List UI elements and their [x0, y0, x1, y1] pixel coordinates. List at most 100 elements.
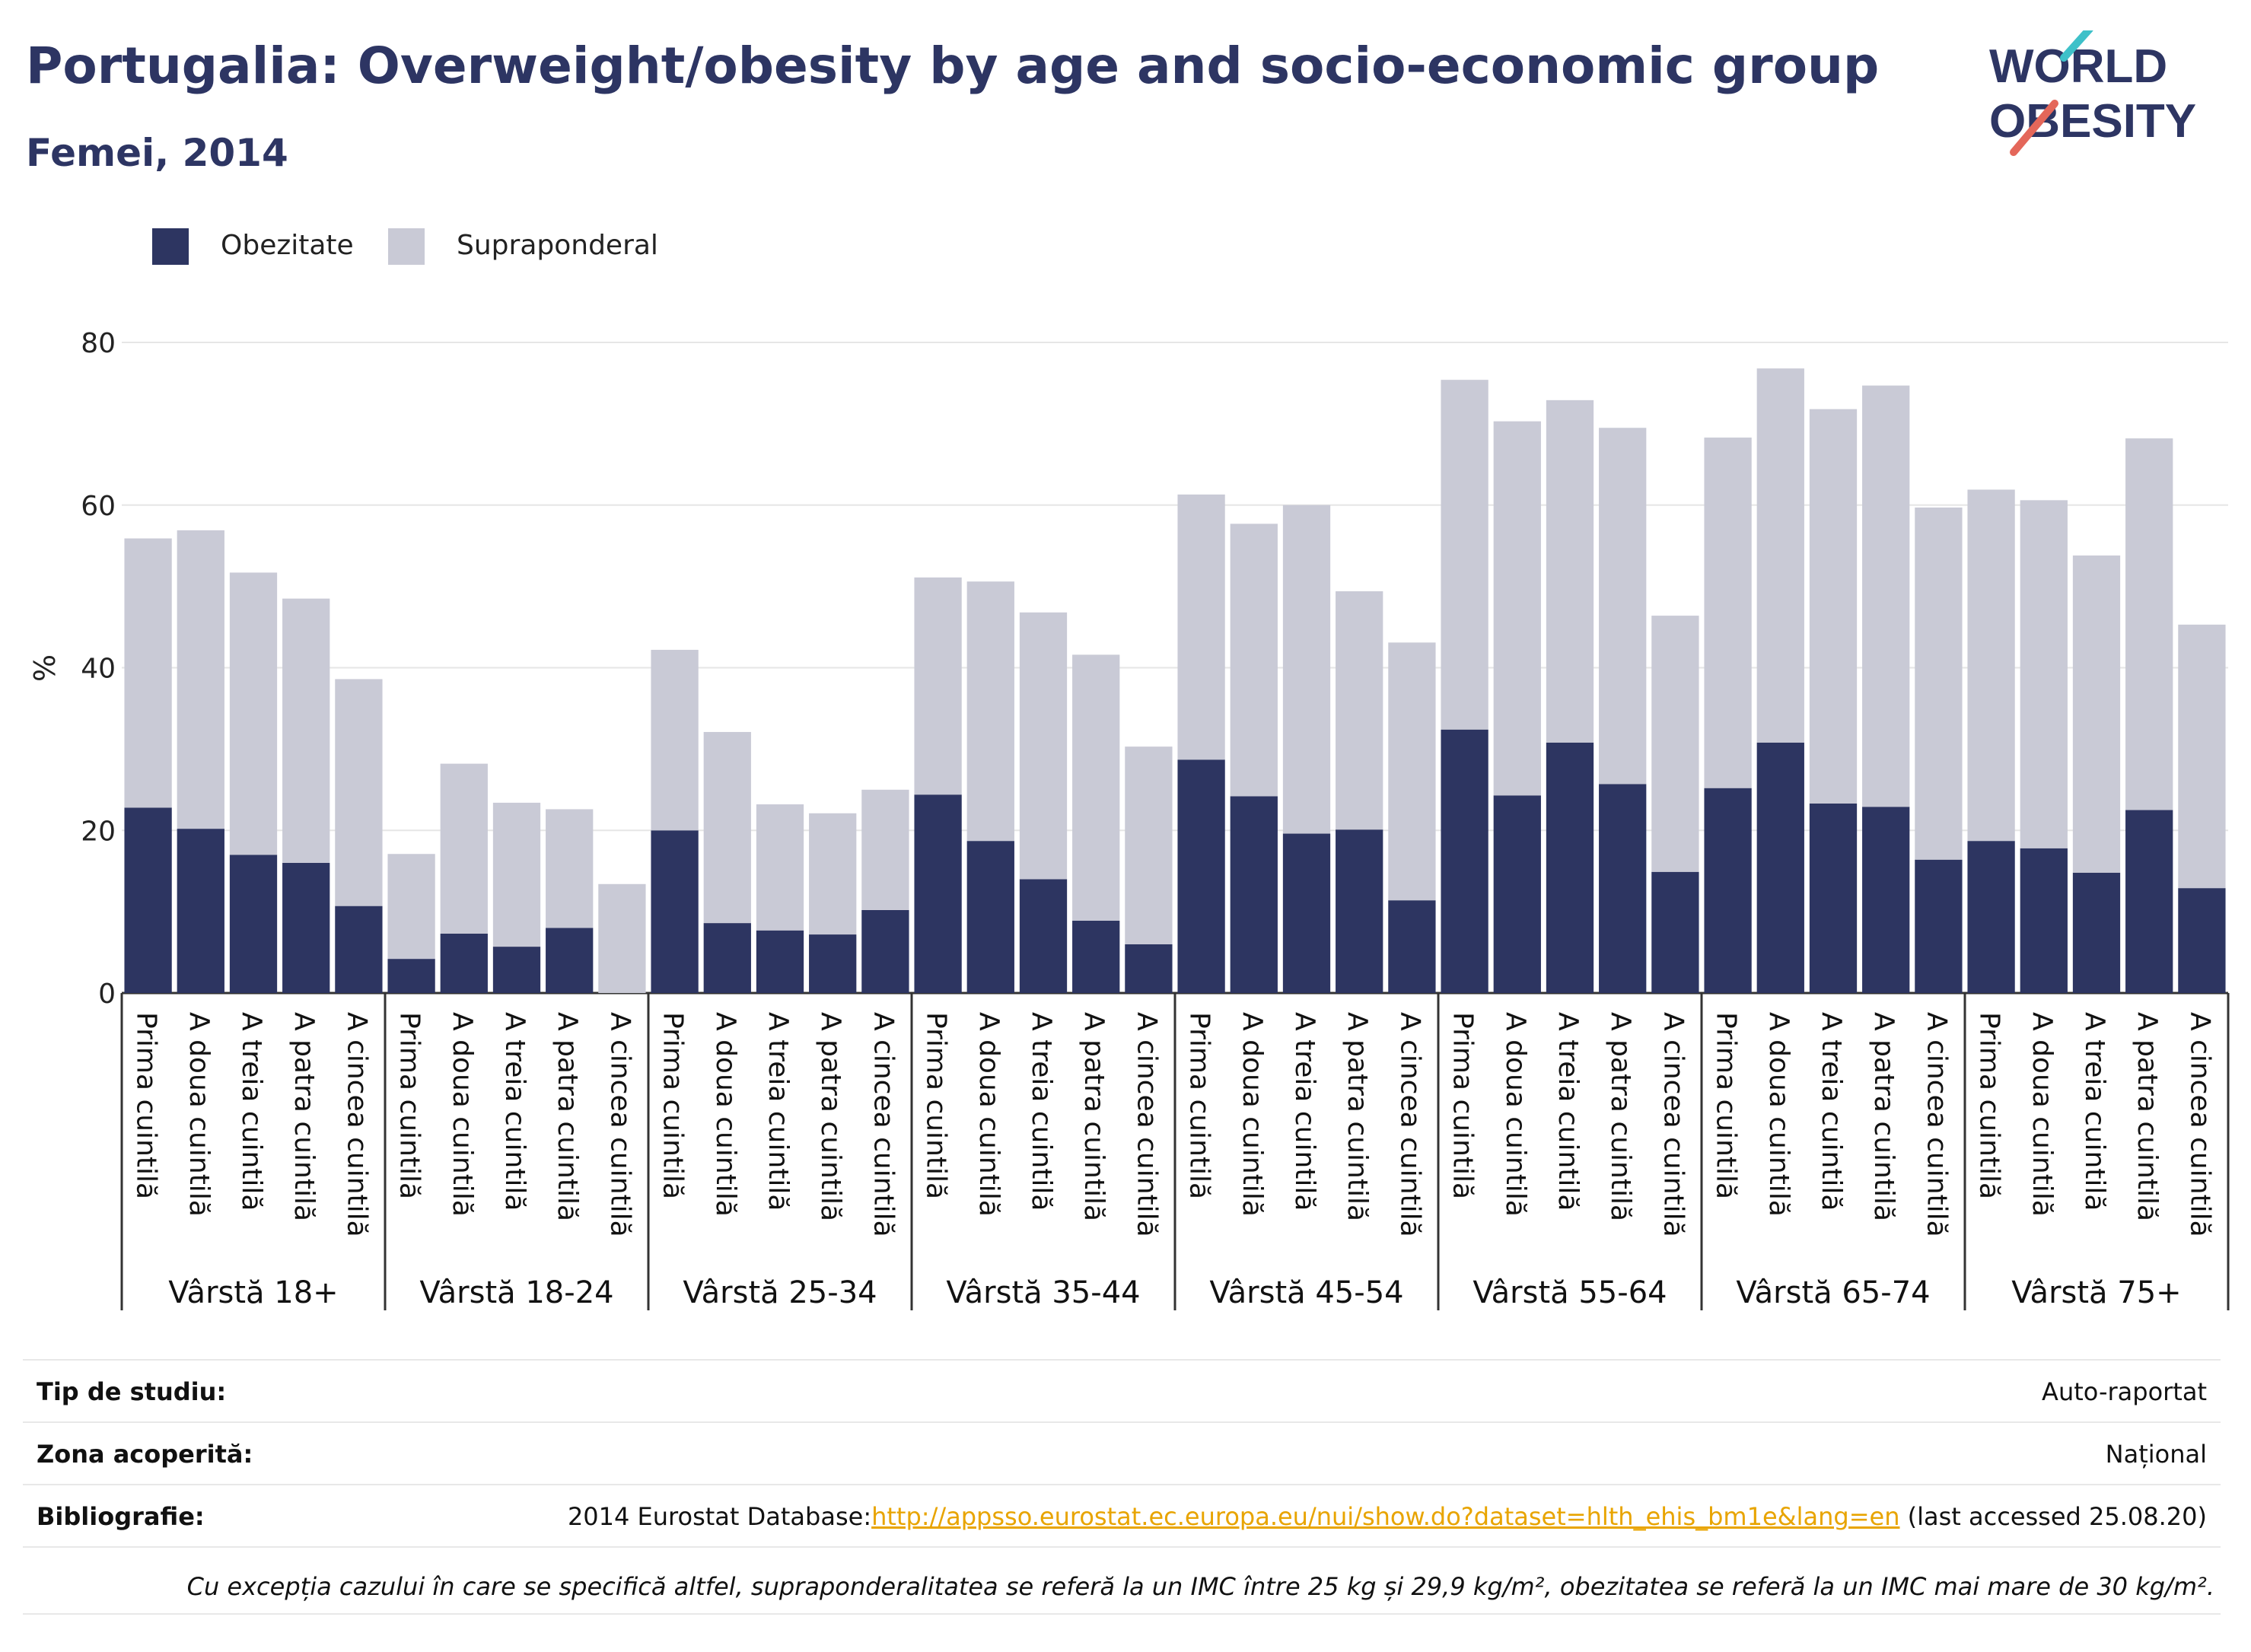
bar-obesity [2178, 888, 2226, 993]
y-tick-label: 0 [98, 979, 116, 1010]
bar-overweight [914, 577, 962, 795]
group-label: Vârstă 18+ [168, 1275, 338, 1310]
bar-obesity [1072, 920, 1120, 993]
bar-obesity [1651, 871, 1699, 993]
bar-obesity [335, 906, 383, 993]
bar-overweight [282, 598, 330, 863]
bar-obesity [546, 928, 594, 993]
bar-overweight [1862, 385, 1910, 807]
bar-obesity [1493, 795, 1541, 993]
bar-overweight [177, 530, 224, 829]
bar-overweight [651, 649, 699, 831]
group-label: Vârstă 18-24 [419, 1275, 613, 1310]
world-obesity-logo: WORLD OBESITY [1989, 30, 2196, 156]
bar-overweight [966, 581, 1014, 842]
chart-title: Portugalia: Overweight/obesity by age an… [26, 37, 1880, 95]
x-tick-label: A patra cuintilă [1868, 1012, 1899, 1221]
bar-overweight [1704, 438, 1752, 788]
bar-overweight [861, 789, 909, 910]
bibliography-suffix: (last accessed 25.08.20) [1899, 1502, 2207, 1531]
group-label: Vârstă 35-44 [946, 1275, 1140, 1310]
bar-obesity [2020, 848, 2068, 993]
x-tick-label: A doua cuintilă [710, 1012, 741, 1217]
bibliography-link[interactable]: http://appsso.eurostat.ec.europa.eu/nui/… [871, 1502, 1900, 1531]
bibliography-label: Bibliografie: [37, 1502, 205, 1531]
bar-obesity [1756, 742, 1804, 993]
bar-overweight [1282, 505, 1331, 834]
x-tick-label: A doua cuintilă [447, 1012, 478, 1217]
bar-overweight [1493, 421, 1541, 796]
x-tick-label: A treia cuintilă [1816, 1012, 1847, 1211]
legend-label-obesity: Obezitate [221, 230, 354, 261]
bar-overweight [2020, 500, 2068, 848]
bar-obesity [1704, 788, 1752, 993]
bar-overweight [229, 572, 278, 855]
x-tick-label: A patra cuintilă [552, 1012, 583, 1221]
x-tick-label: A treia cuintilă [236, 1012, 267, 1211]
bar-obesity [966, 841, 1014, 993]
bar-overweight [1967, 489, 2015, 842]
bar-overweight [1651, 616, 1699, 872]
bar-overweight [1072, 654, 1120, 921]
bar-overweight [1388, 642, 1436, 901]
x-tick-label: A cincea cuintilă [868, 1012, 899, 1237]
bar-obesity [282, 863, 330, 993]
x-tick-label: A patra cuintilă [1342, 1012, 1373, 1221]
bibliography-value: 2014 Eurostat Database:http://appsso.eur… [568, 1502, 2207, 1531]
x-tick-label: A patra cuintilă [288, 1012, 320, 1221]
x-tick-label: A treia cuintilă [1552, 1012, 1584, 1211]
bibliography-prefix: 2014 Eurostat Database: [567, 1502, 872, 1531]
logo-slash-coral [2010, 100, 2058, 156]
bar-obesity [756, 930, 804, 993]
x-tick-label: A cincea cuintilă [341, 1012, 372, 1237]
legend-swatch-overweight [388, 228, 425, 265]
group-label: Vârstă 25-34 [683, 1275, 877, 1310]
bar-obesity [1230, 796, 1278, 993]
table-bottom-rule [23, 1613, 2221, 1615]
x-tick-label: Prima cuintilă [1447, 1012, 1479, 1199]
x-tick-label: Prima cuintilă [131, 1012, 162, 1199]
bar-overweight [756, 804, 804, 931]
bar-obesity [1915, 859, 1963, 993]
bar-overweight [335, 679, 383, 906]
bar-overweight [1915, 507, 1963, 860]
bar-overweight [598, 883, 646, 993]
x-tick-label: A patra cuintilă [2132, 1012, 2163, 1221]
bar-obesity [1967, 841, 2015, 993]
x-tick-label: A cincea cuintilă [1657, 1012, 1689, 1237]
y-axis-label: % [28, 654, 62, 682]
footnote-row [23, 1546, 2221, 1610]
x-tick-label: A treia cuintilă [499, 1012, 530, 1211]
bar-overweight [703, 731, 751, 924]
x-tick-label: A doua cuintilă [2027, 1012, 2058, 1217]
bar-overweight [546, 809, 594, 928]
bar-obesity [1599, 784, 1647, 993]
bar-overweight [809, 813, 857, 935]
x-tick-label: A doua cuintilă [1763, 1012, 1794, 1217]
logo-slash-teal [2060, 30, 2093, 62]
bar-obesity [1125, 944, 1173, 993]
bar-obesity [1177, 759, 1225, 993]
bar-overweight [2178, 624, 2226, 889]
x-tick-label: A treia cuintilă [1289, 1012, 1320, 1211]
bar-overweight [1336, 591, 1383, 830]
study-type-label: Tip de studiu: [37, 1377, 227, 1406]
x-tick-label: A patra cuintilă [1078, 1012, 1110, 1221]
x-tick-label: A cincea cuintilă [604, 1012, 635, 1237]
x-tick-label: Prima cuintilă [1974, 1012, 2005, 1199]
x-tick-label: Prima cuintilă [394, 1012, 425, 1199]
x-tick-label: Prima cuintilă [657, 1012, 689, 1199]
x-tick-label: A treia cuintilă [1026, 1012, 1057, 1211]
bar-obesity [177, 829, 224, 993]
x-tick-label: A cincea cuintilă [1394, 1012, 1425, 1237]
logo-text-world: WORLD [1989, 40, 2167, 93]
stacked-bar-chart: 0 20 40 60 80% Prima cuintilă A doua cuintilă A… [28, 328, 2230, 1310]
study-type-row: Tip de studiu: Auto-raportat [23, 1359, 2221, 1423]
group-label: Vârstă 75+ [2011, 1275, 2181, 1310]
bar-obesity [1019, 879, 1068, 993]
group-label: Vârstă 65-74 [1736, 1275, 1930, 1310]
x-tick-label: A doua cuintilă [1500, 1012, 1531, 1217]
bar-obesity [1282, 833, 1331, 993]
x-tick-label: A cincea cuintilă [2184, 1012, 2215, 1237]
bar-obesity [651, 830, 699, 993]
